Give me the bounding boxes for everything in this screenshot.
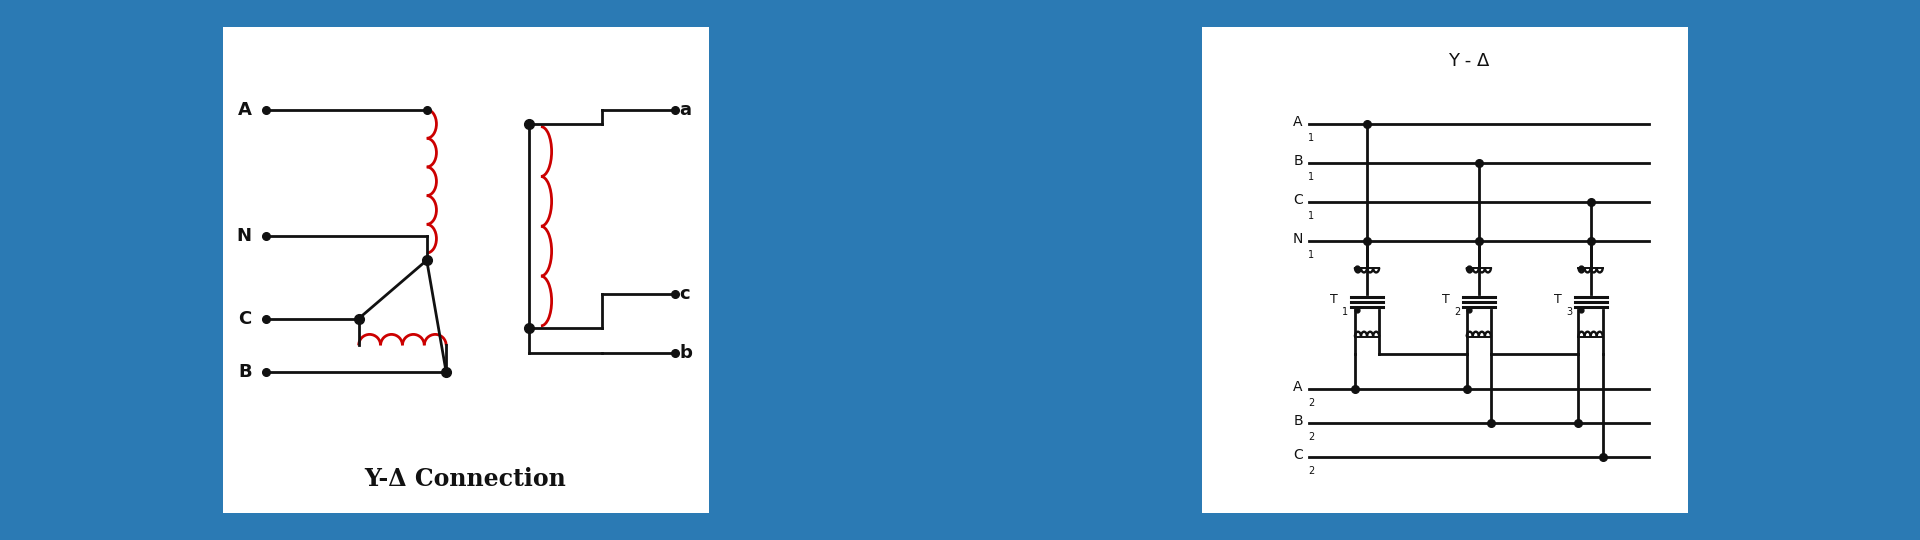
Text: B: B xyxy=(1294,414,1304,428)
FancyBboxPatch shape xyxy=(1187,12,1703,528)
Text: 1: 1 xyxy=(1308,172,1315,182)
Text: 1: 1 xyxy=(1342,307,1348,317)
Text: B: B xyxy=(238,363,252,381)
Text: a: a xyxy=(680,100,691,119)
Text: 3: 3 xyxy=(1567,307,1572,317)
Text: C: C xyxy=(1294,448,1304,462)
Text: N: N xyxy=(236,227,252,245)
Text: 1: 1 xyxy=(1308,133,1315,143)
Text: Y - Δ: Y - Δ xyxy=(1448,52,1490,70)
Text: 1: 1 xyxy=(1308,211,1315,221)
Text: C: C xyxy=(238,309,252,328)
Text: 2: 2 xyxy=(1308,432,1315,442)
Text: T: T xyxy=(1553,293,1561,306)
FancyBboxPatch shape xyxy=(207,12,724,528)
Text: B: B xyxy=(1294,154,1304,168)
Text: A: A xyxy=(1294,115,1304,129)
Text: b: b xyxy=(680,343,693,362)
Text: 2: 2 xyxy=(1453,307,1461,317)
Text: A: A xyxy=(238,100,252,119)
Text: c: c xyxy=(680,285,689,303)
Text: 2: 2 xyxy=(1308,466,1315,476)
Text: Y-Δ Connection: Y-Δ Connection xyxy=(365,467,566,491)
Text: 2: 2 xyxy=(1308,398,1315,408)
Text: A: A xyxy=(1294,380,1304,394)
Text: 1: 1 xyxy=(1308,249,1315,260)
Text: N: N xyxy=(1292,232,1304,246)
Text: T: T xyxy=(1442,293,1450,306)
Text: T: T xyxy=(1331,293,1338,306)
Text: C: C xyxy=(1294,193,1304,207)
